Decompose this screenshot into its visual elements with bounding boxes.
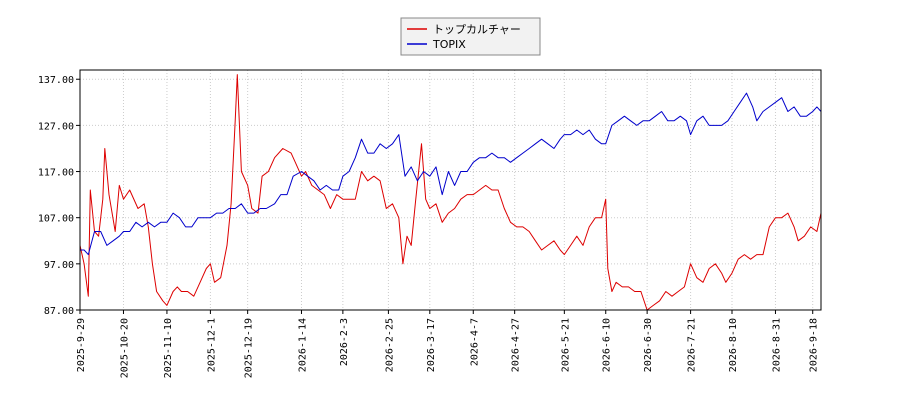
series-line-stock	[79, 74, 822, 311]
series-line-topix	[80, 92, 822, 256]
plot-frame	[79, 69, 822, 311]
x-tick-label: 2026-2-3	[339, 318, 350, 366]
grid	[79, 70, 821, 311]
y-tick-label: 107.00	[38, 214, 74, 225]
x-tick-label: 2026-3-17	[426, 318, 437, 372]
x-tick-label: 2025-12-19	[244, 318, 255, 378]
legend: トップカルチャー TOPIX	[400, 17, 541, 56]
legend-entry: TOPIX	[432, 38, 466, 51]
x-tick-label: 2025-11-10	[163, 318, 174, 378]
series-layer	[79, 74, 822, 311]
y-tick-label: 87.00	[44, 306, 74, 317]
x-tick-label: 2025-9-29	[76, 318, 87, 372]
y-tick-label: 117.00	[38, 168, 74, 179]
legend-entry: トップカルチャー	[433, 23, 521, 36]
x-tick-label: 2026-6-30	[643, 318, 654, 372]
x-tick-label: 2026-6-10	[602, 318, 613, 372]
x-tick-label: 2026-1-14	[297, 318, 308, 372]
x-tick-label: 2026-2-25	[384, 318, 395, 372]
y-tick-label: 137.00	[38, 75, 74, 86]
y-tick-label: 97.00	[44, 260, 74, 271]
x-tick-label: 2026-7-21	[687, 318, 698, 372]
x-tick-label: 2026-4-7	[469, 318, 480, 366]
x-tick-label: 2026-4-27	[511, 318, 522, 372]
x-tick-label: 2025-10-20	[119, 318, 130, 378]
y-tick-label: 127.00	[38, 121, 74, 132]
y-axis: 87.00 97.00 107.00 117.00 127.00 137.00	[38, 75, 80, 317]
x-tick-label: 2026-5-21	[560, 318, 571, 372]
x-axis: 2025-9-29 2025-10-20 2025-11-10 2025-12-1 20…	[76, 310, 820, 378]
x-tick-label: 2026-8-31	[771, 318, 782, 372]
x-tick-label: 2026-9-18	[809, 318, 820, 372]
x-tick-label: 2026-8-10	[728, 318, 739, 372]
x-tick-label: 2025-12-1	[206, 318, 217, 372]
legend-box	[400, 17, 541, 56]
